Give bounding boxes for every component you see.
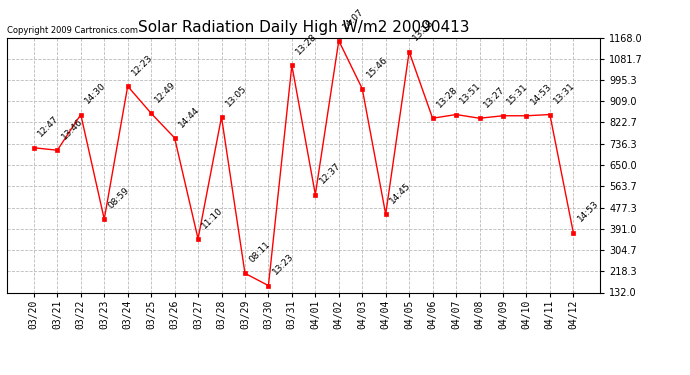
Text: 13:28: 13:28 (294, 32, 319, 56)
Text: 15:31: 15:31 (505, 82, 530, 107)
Text: 15:46: 15:46 (364, 55, 389, 80)
Text: 13:31: 13:31 (552, 81, 577, 106)
Text: 13:05: 13:05 (224, 83, 248, 108)
Text: 14:53: 14:53 (529, 82, 553, 107)
Title: Solar Radiation Daily High W/m2 20090413: Solar Radiation Daily High W/m2 20090413 (138, 20, 469, 35)
Text: 12:47: 12:47 (36, 114, 61, 139)
Text: 12:37: 12:37 (317, 161, 342, 186)
Text: 14:45: 14:45 (388, 181, 413, 205)
Text: 08:11: 08:11 (247, 240, 272, 264)
Text: 11:10: 11:10 (200, 205, 225, 230)
Text: 14:53: 14:53 (575, 199, 600, 224)
Text: 08:59: 08:59 (106, 186, 131, 210)
Text: 13:27: 13:27 (482, 85, 506, 109)
Text: 12:23: 12:23 (130, 53, 155, 77)
Text: 14:07: 14:07 (341, 7, 366, 32)
Text: 14:30: 14:30 (83, 81, 108, 106)
Text: 14:44: 14:44 (177, 105, 201, 129)
Text: 13:46: 13:46 (59, 117, 84, 141)
Text: 13:28: 13:28 (435, 85, 460, 109)
Text: 12:49: 12:49 (153, 80, 178, 104)
Text: 13:23: 13:23 (270, 252, 295, 277)
Text: 13:18: 13:18 (411, 18, 436, 43)
Text: 13:51: 13:51 (458, 81, 483, 106)
Text: Copyright 2009 Cartronics.com: Copyright 2009 Cartronics.com (7, 26, 138, 35)
